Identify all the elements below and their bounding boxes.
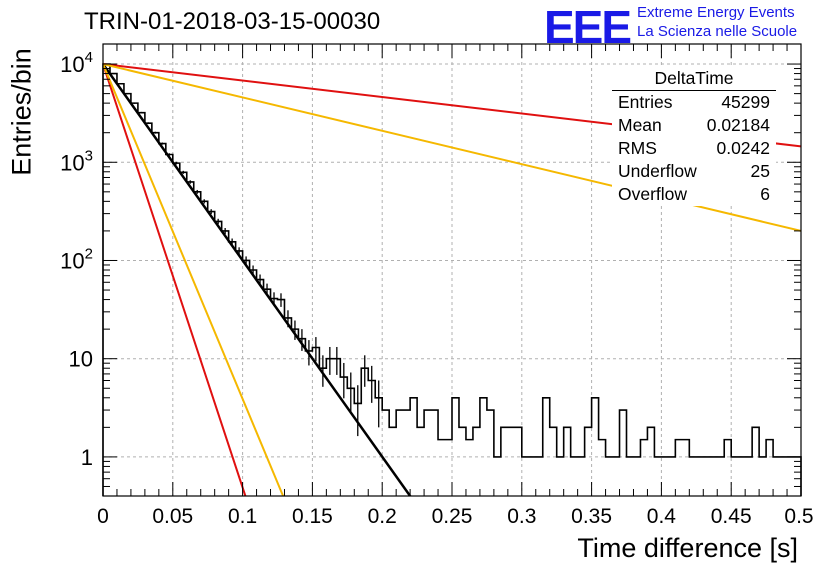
stats-row: Entries 45299	[612, 91, 776, 114]
stats-row: Overflow 6	[612, 183, 776, 206]
stats-title: DeltaTime	[612, 68, 776, 91]
chart-title: TRIN-01-2018-03-15-00030	[84, 8, 381, 35]
stats-label: Underflow	[618, 161, 697, 181]
x-tick-label: 0.45	[711, 505, 752, 528]
grid	[103, 44, 801, 496]
x-tick-label: 0.4	[647, 505, 677, 528]
x-axis-label: Time difference [s]	[577, 533, 798, 563]
x-tick-label: 0	[97, 505, 109, 528]
y-tick-label: 103	[60, 147, 93, 175]
stats-value: 25	[750, 161, 770, 181]
x-tick-labels: 0 0.05 0.1 0.15 0.2 0.25 0.3 0.35 0.4 0.45 0.5	[97, 505, 813, 528]
stats-row: RMS 0.0242	[612, 137, 776, 160]
stats-label: Overflow	[618, 184, 688, 204]
stats-value: 0.0242	[716, 138, 770, 158]
fit-line	[103, 62, 412, 496]
y-tick-labels: 1 10 102 103 104	[60, 49, 93, 470]
y-tick-label: 1	[81, 445, 93, 470]
stats-label: Entries	[618, 92, 673, 112]
stats-value: 6	[760, 184, 770, 204]
fit-line	[103, 63, 247, 496]
y-tick-label: 102	[60, 245, 93, 273]
logo-line-1: Extreme Energy Events	[637, 4, 795, 21]
fit-line	[103, 63, 285, 496]
stats-value: 0.02184	[706, 115, 770, 135]
axis-ticks	[102, 44, 802, 497]
x-tick-label: 0.15	[292, 505, 333, 528]
y-axis-label: Entries/bin	[6, 48, 37, 176]
x-tick-label: 0.5	[784, 505, 813, 528]
logo-line-2: La Scienza nelle Scuole	[637, 23, 798, 40]
histogram	[102, 63, 802, 496]
y-tick-label: 10	[69, 347, 93, 372]
stats-box: DeltaTime Entries 45299 Mean 0.02184 RMS…	[612, 68, 776, 206]
stats-row: Mean 0.02184	[612, 114, 776, 137]
stats-value: 45299	[721, 92, 770, 112]
stats-label: Mean	[618, 115, 662, 135]
x-tick-label: 0.3	[507, 505, 536, 528]
histogram-steps	[102, 63, 802, 496]
x-tick-label: 0.35	[571, 505, 612, 528]
stats-row: Underflow 25	[612, 160, 776, 183]
x-tick-label: 0.05	[152, 505, 193, 528]
x-tick-label: 0.1	[228, 505, 257, 528]
x-tick-label: 0.2	[368, 505, 397, 528]
y-tick-label: 104	[60, 49, 93, 77]
eee-logo: EEE	[544, 1, 632, 53]
x-tick-label: 0.25	[432, 505, 473, 528]
stats-label: RMS	[618, 138, 657, 158]
